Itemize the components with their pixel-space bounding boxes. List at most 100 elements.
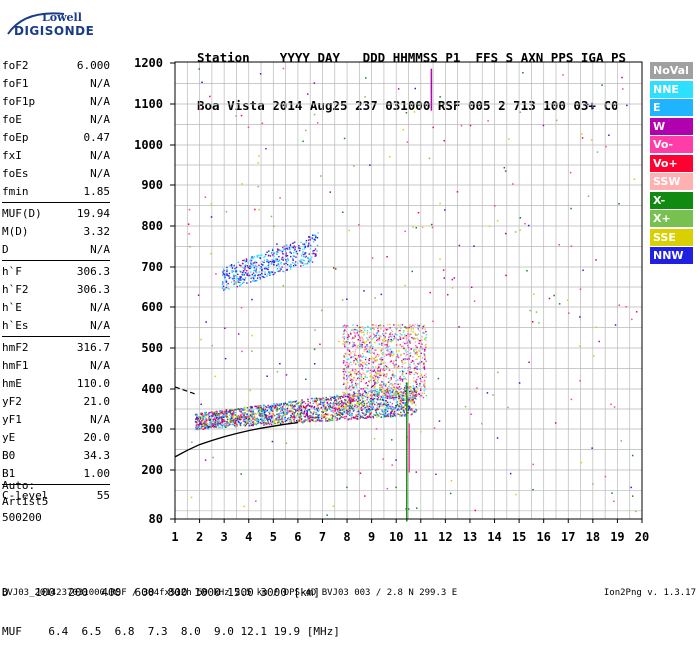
- echo-point: [383, 384, 385, 386]
- echo-point: [351, 405, 354, 408]
- echo-point: [238, 281, 240, 283]
- echo-point: [360, 343, 362, 346]
- echo-point: [232, 419, 234, 421]
- echo-point: [204, 415, 206, 417]
- echo-point: [313, 417, 315, 419]
- echo-point: [292, 242, 294, 245]
- echo-point: [369, 398, 371, 401]
- echo-point: [404, 390, 406, 392]
- echo-point: [264, 422, 266, 424]
- echo-point: [382, 381, 384, 384]
- echo-point: [329, 408, 331, 410]
- echo-point: [256, 420, 258, 423]
- echo-point: [412, 398, 414, 401]
- echo-point: [309, 416, 312, 419]
- echo-point: [270, 423, 273, 426]
- echo-point: [351, 345, 354, 348]
- echo-point: [404, 404, 406, 406]
- echo-point: [297, 262, 299, 264]
- echo-point: [379, 387, 382, 390]
- echo-point: [331, 410, 333, 412]
- echo-point: [372, 417, 375, 419]
- echo-point: [375, 375, 377, 378]
- echo-point: [351, 381, 353, 383]
- echo-point: [233, 420, 235, 423]
- echo-point: [376, 382, 378, 384]
- echo-point: [227, 416, 229, 419]
- echo-point: [285, 413, 288, 415]
- echo-point: [366, 376, 368, 379]
- echo-point: [342, 343, 344, 345]
- echo-point: [262, 275, 264, 278]
- echo-point: [408, 341, 411, 343]
- echo-point: [381, 409, 383, 411]
- param-label: fxI: [2, 149, 22, 162]
- echo-point: [301, 255, 303, 257]
- echo-point: [298, 401, 300, 403]
- noise-point: [200, 338, 202, 341]
- echo-point: [252, 423, 254, 426]
- echo-point: [268, 250, 270, 252]
- echo-point: [344, 387, 347, 389]
- echo-point: [289, 268, 292, 270]
- echo-point: [361, 336, 363, 338]
- echo-point: [379, 403, 381, 406]
- muf-label: MUF: [2, 625, 22, 638]
- echo-point: [313, 241, 315, 243]
- echo-point: [412, 324, 414, 326]
- echo-point: [263, 261, 265, 264]
- echo-point: [324, 414, 326, 416]
- echo-point: [378, 334, 380, 337]
- echo-point: [264, 273, 266, 275]
- echo-point: [425, 343, 427, 346]
- echo-point: [250, 259, 252, 262]
- echo-point: [369, 350, 371, 352]
- echo-point: [363, 395, 366, 397]
- echo-point: [385, 404, 387, 407]
- echo-point: [214, 423, 216, 426]
- echo-point: [339, 417, 341, 419]
- echo-point: [353, 332, 356, 334]
- echo-point: [405, 349, 407, 351]
- echo-point: [268, 423, 271, 425]
- echo-point: [277, 413, 280, 415]
- echo-point: [404, 397, 406, 399]
- echo-point: [202, 424, 205, 427]
- echo-point: [377, 338, 379, 341]
- echo-point: [324, 406, 326, 409]
- echo-point: [308, 408, 311, 411]
- echo-point: [412, 387, 415, 390]
- param-value: N/A: [90, 301, 110, 314]
- echo-point: [242, 416, 244, 419]
- echo-point: [289, 400, 292, 403]
- echo-point: [392, 395, 394, 397]
- echo-point: [215, 419, 217, 422]
- echo-point: [407, 367, 410, 369]
- echo-point: [247, 414, 249, 416]
- echo-point: [307, 239, 310, 241]
- echo-point: [342, 403, 345, 406]
- echo-point: [329, 402, 332, 404]
- echo-point: [272, 248, 274, 251]
- echo-point: [290, 246, 293, 248]
- echo-point: [373, 402, 375, 404]
- echo-point: [383, 334, 385, 337]
- noise-point: [224, 357, 227, 360]
- scaled-parameters-panel: foF2 6.000 foF1 N/A foF1p N/A foE N/A foEp 0.47 fx…: [2, 57, 110, 505]
- echo-column-point: [406, 428, 408, 431]
- echo-point: [413, 367, 416, 369]
- echo-point: [266, 259, 268, 261]
- param-separator: [2, 484, 110, 485]
- echo-point: [343, 396, 345, 398]
- echo-point: [341, 412, 343, 414]
- echo-point: [399, 370, 401, 373]
- echo-point: [370, 360, 373, 363]
- echo-point: [249, 415, 252, 417]
- echo-point: [296, 419, 298, 422]
- echo-point: [387, 415, 390, 417]
- echo-point: [415, 408, 417, 410]
- echo-point: [361, 337, 364, 339]
- echo-point: [409, 339, 411, 342]
- echo-point: [360, 345, 362, 347]
- echo-point: [350, 407, 353, 409]
